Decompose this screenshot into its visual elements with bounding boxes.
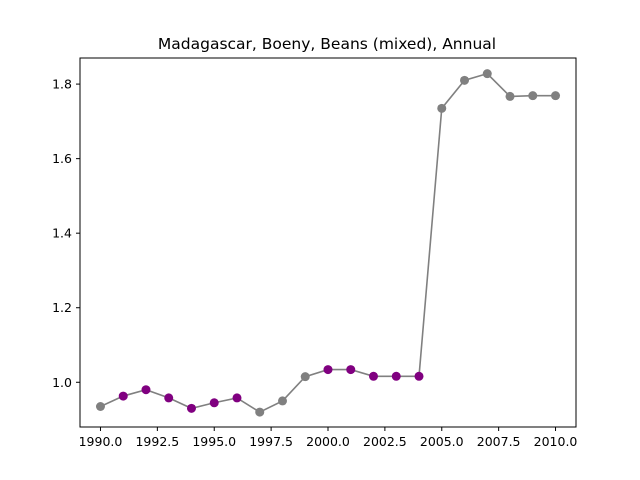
x-axis: 1990.0 1992.5 1995.0 1997.5 2000.0 2002.5 2005… <box>79 427 578 449</box>
data-point <box>323 365 333 375</box>
y-tick-label: 1.4 <box>52 226 72 241</box>
x-tick-label: 2010.0 <box>534 434 578 449</box>
data-point <box>300 372 310 382</box>
y-tick-label: 1.2 <box>52 300 72 315</box>
data-point <box>164 393 174 403</box>
x-tick-label: 2000.0 <box>306 434 350 449</box>
chart-title: Madagascar, Boeny, Beans (mixed), Annual <box>158 35 496 53</box>
y-tick-label: 1.8 <box>52 77 72 92</box>
data-point <box>141 385 151 395</box>
data-point <box>528 91 538 101</box>
data-point <box>255 407 265 417</box>
y-axis: 1.0 1.2 1.4 1.6 1.8 <box>52 77 80 390</box>
y-tick-label: 1.6 <box>52 151 72 166</box>
data-point <box>369 371 379 381</box>
data-point <box>391 371 401 381</box>
x-tick-label: 1992.5 <box>135 434 179 449</box>
y-tick-label: 1.0 <box>52 375 72 390</box>
x-tick-label: 1990.0 <box>79 434 123 449</box>
data-point <box>277 396 287 406</box>
data-point <box>346 365 356 375</box>
data-point <box>414 371 424 381</box>
data-point <box>460 75 470 85</box>
data-point <box>95 402 105 411</box>
x-tick-label: 2005.0 <box>420 434 464 449</box>
data-point <box>232 393 242 403</box>
data-point <box>482 69 492 79</box>
data-points <box>95 69 561 417</box>
x-tick-label: 2002.5 <box>363 434 407 449</box>
x-tick-label: 2007.5 <box>477 434 521 449</box>
data-point <box>209 398 219 408</box>
x-tick-label: 1995.0 <box>192 434 236 449</box>
data-point <box>505 91 515 101</box>
x-tick-label: 1997.5 <box>249 434 293 449</box>
data-point <box>118 391 128 401</box>
data-point <box>437 103 447 113</box>
series-line <box>100 72 556 414</box>
data-point <box>186 403 196 413</box>
data-point <box>551 91 561 101</box>
